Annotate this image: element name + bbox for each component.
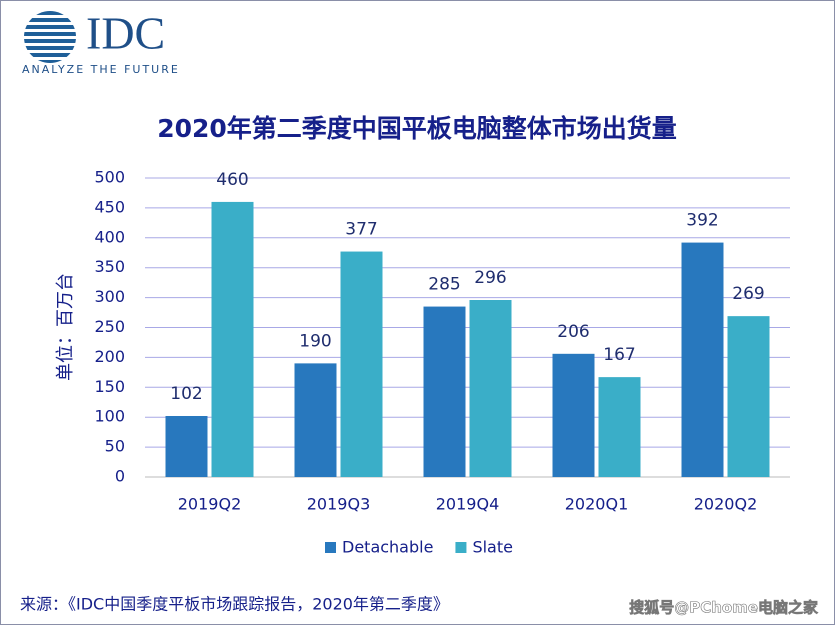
bar [598,377,641,477]
value-label: 206 [557,322,589,342]
bar [294,363,337,477]
value-label: 296 [474,268,506,288]
y-tick-label: 350 [94,257,125,276]
y-tick-label: 250 [94,317,125,336]
legend-label: Detachable [342,538,433,557]
x-tick-label: 2019Q3 [307,495,371,514]
y-axis-label: 单位：百万台 [55,273,76,381]
value-label: 377 [345,220,377,240]
bar [681,242,724,477]
source-note: 来源：《IDC中国季度平板市场跟踪报告，2020年第二季度》 [20,595,449,614]
bar [423,306,466,477]
x-tick-label: 2020Q1 [565,495,629,514]
bar [340,251,383,477]
value-label: 392 [686,211,718,231]
chart-title: 2020年第二季度中国平板电脑整体市场出货量 [157,114,677,143]
y-tick-label: 50 [105,437,125,456]
y-tick-label: 450 [94,197,125,216]
logo-tagline: ANALYZE THE FUTURE [22,63,180,76]
logo-mark [24,11,76,63]
x-tick-label: 2019Q2 [178,495,242,514]
y-tick-label: 500 [94,168,125,187]
y-tick-label: 400 [94,227,125,246]
bar [165,416,208,477]
y-tick-label: 200 [94,347,125,366]
value-label: 102 [170,384,202,404]
bar [211,201,254,478]
y-tick-label: 100 [94,407,125,426]
value-label: 285 [428,275,460,295]
value-label: 167 [603,345,635,365]
y-tick-label: 0 [115,467,125,486]
legend-swatch [455,542,467,553]
bar [552,353,595,477]
x-tick-label: 2020Q2 [694,495,758,514]
x-tick-label: 2019Q4 [436,495,500,514]
y-tick-label: 150 [94,377,125,396]
y-tick-label: 300 [94,287,125,306]
logo-name: IDC [86,8,165,59]
value-label: 190 [299,331,331,351]
value-label: 460 [216,170,248,190]
bar [727,316,770,477]
legend-label: Slate [472,538,513,557]
value-label: 269 [732,284,764,304]
legend-swatch [325,542,336,553]
bar [469,299,512,477]
watermark: 搜狐号@PChome电脑之家 [629,599,818,617]
